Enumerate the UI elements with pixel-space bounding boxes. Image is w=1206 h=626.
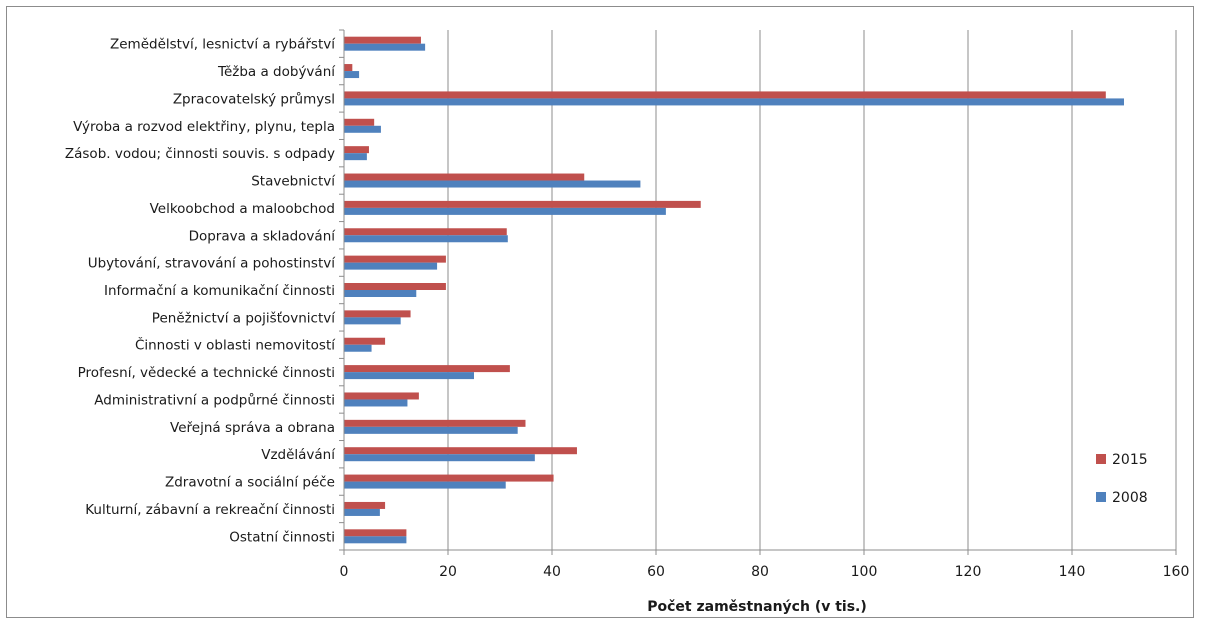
category-label: Zdravotní a sociální péče — [165, 475, 335, 491]
x-tick-label: 0 — [340, 564, 349, 580]
bar-2015 — [344, 392, 419, 399]
category-label: Vzdělávání — [261, 447, 336, 463]
bar-2008 — [344, 509, 380, 516]
bar-2015 — [344, 174, 584, 181]
x-tick-label: 80 — [751, 564, 769, 580]
bar-2015 — [344, 502, 385, 509]
bar-2015 — [344, 91, 1106, 98]
category-label: Informační a komunikační činnosti — [104, 283, 335, 299]
bar-2008 — [344, 317, 401, 324]
gridlines — [448, 30, 1176, 550]
category-label: Administrativní a podpůrné činnosti — [94, 392, 335, 408]
bar-2015 — [344, 37, 421, 44]
x-tick-label: 20 — [439, 564, 457, 580]
bar-2015 — [344, 283, 446, 290]
bar-2008 — [344, 208, 666, 215]
bar-2008 — [344, 44, 425, 51]
bar-2008 — [344, 126, 381, 133]
bar-2008 — [344, 153, 367, 160]
bar-2008 — [344, 235, 508, 242]
x-tick-label: 60 — [647, 564, 665, 580]
category-label: Ostatní činnosti — [229, 529, 335, 545]
category-label: Velkoobchod a maloobchod — [150, 201, 335, 217]
x-tick-label: 40 — [543, 564, 561, 580]
legend: 2015 2008 — [1096, 452, 1148, 506]
bar-2015 — [344, 146, 369, 153]
category-label: Zásob. vodou; činnosti souvis. s odpady — [65, 146, 335, 162]
bar-2015 — [344, 64, 352, 71]
category-label: Výroba a rozvod elektřiny, plynu, tepla — [73, 119, 335, 135]
bar-2015 — [344, 310, 411, 317]
x-tick-label: 140 — [1059, 564, 1086, 580]
category-labels: Zemědělství, lesnictví a rybářství Těžba … — [65, 37, 336, 546]
category-label: Kulturní, zábavní a rekreační činnosti — [85, 502, 335, 518]
legend-swatch-2008 — [1096, 492, 1106, 502]
bar-2008 — [344, 372, 474, 379]
legend-label-2015: 2015 — [1112, 452, 1148, 468]
x-axis-title: Počet zaměstnaných (v tis.) — [647, 599, 867, 615]
category-label: Činnosti v oblasti nemovitostí — [135, 336, 336, 354]
bar-2008 — [344, 345, 372, 352]
bar-2015 — [344, 338, 385, 345]
category-label: Těžba a dobývání — [217, 64, 336, 80]
category-label: Zemědělství, lesnictví a rybářství — [110, 37, 336, 53]
bar-2015 — [344, 256, 446, 263]
x-tick-label: 100 — [851, 564, 878, 580]
category-label: Doprava a skladování — [189, 228, 337, 244]
bar-2015 — [344, 529, 406, 536]
legend-label-2008: 2008 — [1112, 490, 1148, 506]
bar-2015 — [344, 365, 510, 372]
category-label: Veřejná správa a obrana — [170, 420, 335, 436]
bar-2008 — [344, 71, 359, 78]
bar-2015 — [344, 475, 554, 482]
bar-2015 — [344, 119, 374, 126]
bar-2008 — [344, 454, 535, 461]
category-label: Ubytování, stravování a pohostinství — [88, 256, 337, 272]
x-tick-label: 160 — [1163, 564, 1190, 580]
legend-swatch-2015 — [1096, 454, 1106, 464]
category-label: Stavebnictví — [251, 174, 336, 190]
bar-2008 — [344, 482, 506, 489]
bar-2015 — [344, 447, 577, 454]
bar-2008 — [344, 536, 406, 543]
bar-2008 — [344, 98, 1124, 105]
category-label: Zpracovatelský průmysl — [173, 91, 335, 107]
bar-2008 — [344, 290, 416, 297]
x-tick-labels: 0 20 40 60 80 100 120 140 160 — [340, 564, 1190, 580]
bar-2015 — [344, 420, 525, 427]
bar-2008 — [344, 427, 518, 434]
x-tick-label: 120 — [955, 564, 982, 580]
bar-2015 — [344, 228, 507, 235]
bar-2008 — [344, 263, 437, 270]
bar-2015 — [344, 201, 701, 208]
bar-2008 — [344, 181, 640, 188]
category-label: Profesní, vědecké a technické činnosti — [78, 365, 335, 381]
bar-2008 — [344, 399, 407, 406]
bars — [344, 37, 1124, 544]
category-label: Peněžnictví a pojišťovnictví — [152, 310, 336, 326]
